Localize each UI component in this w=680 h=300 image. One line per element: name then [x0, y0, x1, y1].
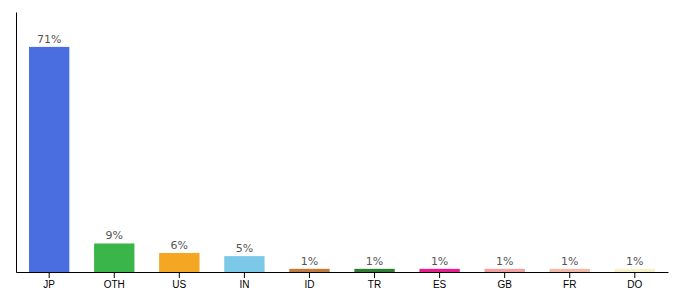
bar — [289, 269, 329, 272]
x-tick: TR — [368, 272, 381, 290]
x-tick-mark — [114, 272, 115, 278]
bar — [419, 269, 459, 272]
x-tick-label: ES — [433, 279, 447, 290]
bar — [29, 47, 69, 272]
x-tick-mark — [244, 272, 245, 278]
bar — [550, 269, 590, 272]
data-label: 1% — [431, 255, 448, 268]
x-tick-mark — [634, 272, 635, 278]
y-axis — [16, 13, 17, 273]
data-label: 1% — [301, 255, 318, 268]
x-tick-mark — [309, 272, 310, 278]
bar — [354, 269, 394, 272]
x-tick-mark — [504, 272, 505, 278]
data-label: 1% — [561, 255, 578, 268]
x-tick-label: TR — [368, 279, 381, 290]
x-tick-mark — [179, 272, 180, 278]
data-labels: 71% 9% 6% 5% 1% 1% 1% 1% 1% 1% — [37, 33, 644, 268]
y-axis-line — [16, 13, 17, 273]
x-tick: JP — [43, 272, 55, 290]
bar — [485, 269, 525, 272]
x-tick-mark — [49, 272, 50, 278]
x-tick-mark — [374, 272, 375, 278]
data-label: 71% — [37, 33, 61, 46]
x-tick: DO — [627, 272, 642, 290]
x-tick-label: GB — [497, 279, 512, 290]
x-tick: ES — [433, 272, 447, 290]
x-tick-label: OTH — [104, 279, 125, 290]
bar — [159, 253, 199, 272]
x-tick: US — [172, 272, 186, 290]
x-tick-mark — [569, 272, 570, 278]
x-tick-label: US — [172, 279, 186, 290]
x-tick-mark — [439, 272, 440, 278]
data-label: 1% — [626, 255, 643, 268]
x-tick-label: DO — [627, 279, 642, 290]
bar — [615, 269, 655, 272]
plot: JP OTH US IN ID TR ES GB FR DO 71% 9% 6% 5% 1% 1% 1% 1% 1%… — [17, 13, 669, 291]
data-label: 1% — [496, 255, 513, 268]
x-tick: ID — [304, 272, 314, 290]
bar — [224, 256, 264, 272]
bar — [94, 243, 134, 272]
chart: JP OTH US IN ID TR ES GB FR DO 71% 9% 6% 5% 1% 1% 1% 1% 1%… — [0, 0, 680, 300]
x-tick-label: ID — [304, 279, 314, 290]
data-label: 6% — [171, 239, 188, 252]
x-tick: IN — [239, 272, 249, 290]
bars — [29, 47, 655, 272]
x-axis: JP OTH US IN ID TR ES GB FR DO — [17, 272, 669, 290]
x-tick-label: IN — [239, 279, 249, 290]
data-label: 9% — [106, 229, 123, 242]
x-tick-label: JP — [43, 279, 55, 290]
data-label: 5% — [236, 242, 253, 255]
x-tick: OTH — [104, 272, 125, 290]
x-tick-label: FR — [563, 279, 576, 290]
data-label: 1% — [366, 255, 383, 268]
x-tick: GB — [497, 272, 512, 290]
x-tick: FR — [563, 272, 576, 290]
